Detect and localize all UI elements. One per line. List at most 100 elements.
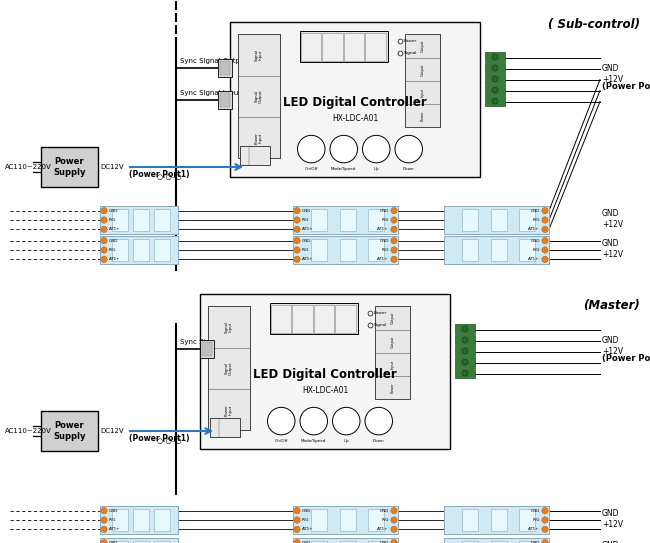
Circle shape [542,226,548,232]
Text: (Power Port1): (Power Port1) [129,434,190,444]
Text: Output: Output [421,63,424,75]
Text: R/G: R/G [382,518,389,522]
FancyBboxPatch shape [491,239,506,261]
Text: DC12V: DC12V [100,164,124,170]
FancyBboxPatch shape [112,239,127,261]
Circle shape [391,207,397,214]
Circle shape [391,247,397,253]
Circle shape [294,237,300,244]
Circle shape [294,539,300,543]
Circle shape [294,526,300,533]
Text: Power
Input: Power Input [224,404,233,416]
Circle shape [492,65,498,71]
Text: Power
Supply: Power Supply [53,157,86,176]
FancyBboxPatch shape [365,33,385,61]
Text: R/G: R/G [532,218,540,222]
Text: Up: Up [343,439,349,443]
FancyBboxPatch shape [100,538,178,543]
FancyBboxPatch shape [133,509,149,531]
FancyBboxPatch shape [200,294,450,449]
Circle shape [462,326,468,332]
Text: GND: GND [109,239,118,243]
FancyBboxPatch shape [300,31,387,62]
FancyBboxPatch shape [133,541,149,543]
FancyBboxPatch shape [153,239,170,261]
Text: GND: GND [602,238,619,248]
Circle shape [542,517,548,523]
FancyBboxPatch shape [153,509,170,531]
FancyBboxPatch shape [455,335,475,345]
Circle shape [542,508,548,514]
Text: GND: GND [380,209,389,213]
FancyBboxPatch shape [220,93,230,107]
Circle shape [101,526,107,533]
Text: Power: Power [421,110,424,121]
Circle shape [101,517,107,523]
FancyBboxPatch shape [485,85,505,95]
Circle shape [391,217,397,223]
Circle shape [333,407,360,435]
Text: Sync Signal Input: Sync Signal Input [180,90,241,96]
Text: GND: GND [302,509,311,513]
Text: R/G: R/G [302,518,309,522]
FancyBboxPatch shape [491,541,506,543]
FancyBboxPatch shape [218,91,232,109]
FancyBboxPatch shape [462,239,478,261]
Circle shape [391,226,397,232]
Text: LED Digital Controller: LED Digital Controller [253,368,397,381]
Circle shape [542,237,548,244]
FancyBboxPatch shape [519,239,535,261]
FancyBboxPatch shape [237,34,280,159]
FancyBboxPatch shape [405,34,440,128]
FancyBboxPatch shape [100,206,178,234]
Text: Input: Input [391,360,395,369]
FancyBboxPatch shape [41,147,98,187]
Text: (Master): (Master) [583,299,640,312]
Text: GND: GND [530,209,540,213]
Text: Power
Input: Power Input [254,132,263,144]
Text: Output: Output [391,335,395,348]
FancyBboxPatch shape [293,206,398,234]
FancyBboxPatch shape [311,509,327,531]
Circle shape [294,508,300,514]
Circle shape [101,226,107,232]
Circle shape [542,247,548,253]
Text: Down: Down [403,167,415,171]
FancyBboxPatch shape [485,52,505,62]
Text: Signal: Signal [404,51,417,55]
Text: R/G: R/G [302,248,309,252]
Circle shape [101,247,107,253]
Circle shape [294,226,300,232]
Text: R/G: R/G [532,248,540,252]
FancyBboxPatch shape [301,33,321,61]
Text: Sync Signal Output: Sync Signal Output [180,339,247,345]
FancyBboxPatch shape [293,506,398,534]
Circle shape [492,76,498,82]
FancyBboxPatch shape [455,346,475,356]
FancyBboxPatch shape [444,506,549,534]
FancyBboxPatch shape [100,506,178,534]
Circle shape [391,508,397,514]
Circle shape [294,247,300,253]
FancyBboxPatch shape [455,368,475,378]
Text: AZ1+: AZ1+ [528,527,540,532]
Circle shape [391,256,397,262]
Circle shape [492,87,498,93]
Text: R/G: R/G [382,248,389,252]
FancyBboxPatch shape [153,541,170,543]
FancyBboxPatch shape [200,340,214,358]
FancyBboxPatch shape [485,74,505,84]
Circle shape [294,217,300,223]
Text: Signal
Input: Signal Input [224,321,233,333]
Circle shape [101,207,107,214]
Circle shape [300,407,328,435]
Circle shape [294,517,300,523]
Text: ○–○–○: ○–○–○ [157,438,183,444]
Text: AZ1+: AZ1+ [378,228,389,231]
Text: Signal
Output: Signal Output [224,362,233,375]
Circle shape [542,217,548,223]
FancyBboxPatch shape [462,509,478,531]
Text: Output: Output [421,40,424,52]
Circle shape [363,135,390,163]
FancyBboxPatch shape [270,304,358,334]
